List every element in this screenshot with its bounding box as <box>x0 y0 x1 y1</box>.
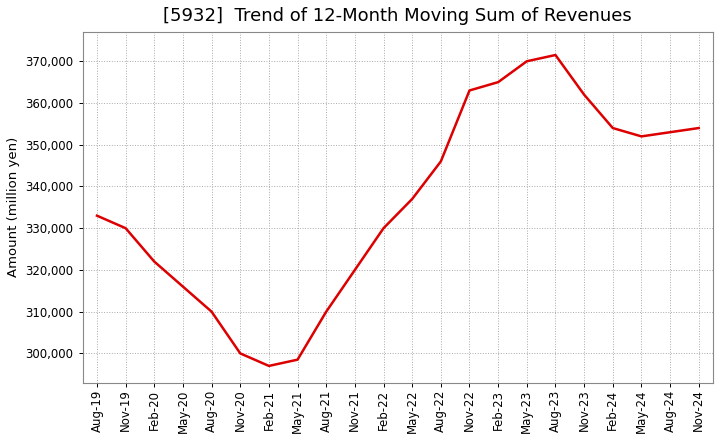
Y-axis label: Amount (million yen): Amount (million yen) <box>7 137 20 278</box>
Title: [5932]  Trend of 12-Month Moving Sum of Revenues: [5932] Trend of 12-Month Moving Sum of R… <box>163 7 632 25</box>
